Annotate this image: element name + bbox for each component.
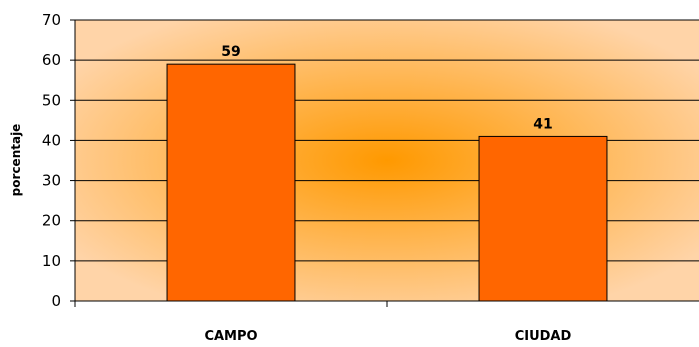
data-label: 41: [533, 116, 552, 132]
x-axis-ticks: CAMPO CIUDAD: [74, 301, 572, 344]
x-category-label: CAMPO: [204, 329, 257, 344]
bars: 59 41: [166, 44, 608, 302]
y-axis-ticks: 0 10 20 30 40 50 60 70: [42, 11, 75, 310]
y-axis-title: porcentaje: [9, 124, 23, 197]
data-label: 59: [221, 44, 240, 60]
bar-campo: [166, 63, 296, 302]
y-tick-label: 30: [42, 172, 61, 190]
y-tick-label: 20: [42, 212, 61, 230]
y-tick-label: 60: [42, 51, 61, 69]
y-tick-label: 0: [51, 292, 61, 310]
y-tick-label: 70: [42, 11, 61, 29]
y-tick-label: 10: [42, 252, 61, 270]
x-category-label: CIUDAD: [515, 329, 572, 344]
y-tick-label: 40: [42, 131, 61, 149]
y-tick-label: 50: [42, 91, 61, 109]
bar-ciudad: [478, 135, 608, 302]
